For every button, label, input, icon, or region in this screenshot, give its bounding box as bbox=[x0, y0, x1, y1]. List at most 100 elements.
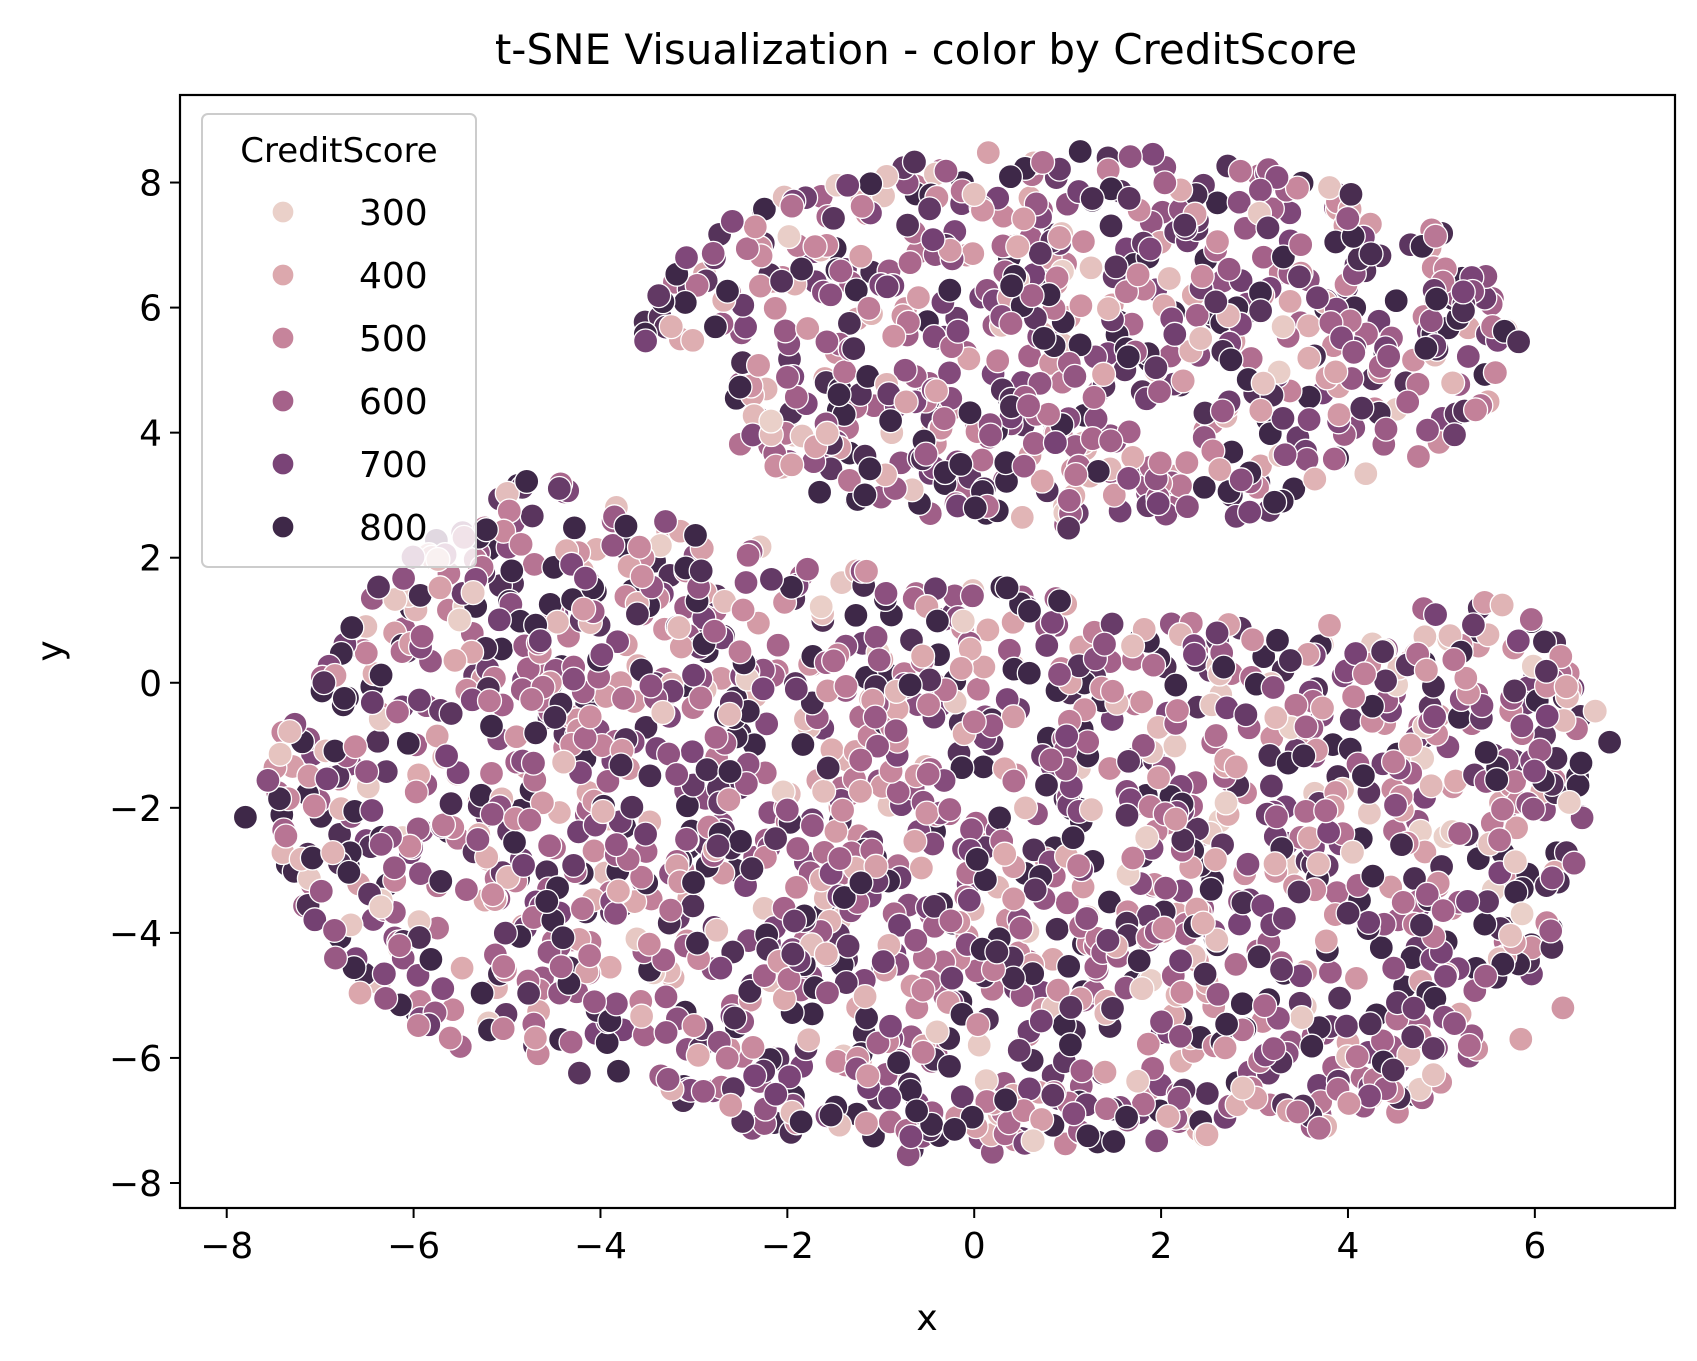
data-point bbox=[984, 939, 1010, 965]
data-point bbox=[469, 980, 495, 1006]
data-point bbox=[1418, 773, 1444, 799]
data-point bbox=[1078, 796, 1105, 823]
data-point bbox=[651, 947, 677, 973]
data-point bbox=[780, 941, 806, 967]
data-point bbox=[1277, 288, 1303, 314]
data-point bbox=[866, 647, 892, 673]
data-point bbox=[1397, 732, 1424, 758]
data-point bbox=[1441, 646, 1467, 673]
data-point bbox=[608, 752, 634, 778]
data-point bbox=[799, 812, 826, 839]
data-point bbox=[790, 731, 816, 758]
data-point bbox=[762, 295, 788, 321]
data-point bbox=[1148, 1009, 1175, 1035]
data-point bbox=[857, 456, 883, 482]
data-point bbox=[353, 640, 379, 666]
data-point bbox=[813, 941, 840, 967]
data-point bbox=[1016, 1076, 1043, 1102]
data-point bbox=[949, 755, 975, 781]
data-point bbox=[747, 273, 774, 299]
data-point bbox=[1188, 325, 1214, 352]
data-point bbox=[321, 917, 348, 943]
data-point bbox=[920, 226, 946, 253]
data-point bbox=[610, 685, 637, 712]
data-point bbox=[853, 1110, 880, 1136]
data-point bbox=[544, 609, 571, 635]
data-point bbox=[1202, 846, 1229, 873]
data-point bbox=[409, 623, 435, 649]
data-point bbox=[1000, 704, 1027, 730]
data-point bbox=[739, 855, 765, 882]
data-point bbox=[772, 318, 798, 344]
data-point bbox=[1012, 795, 1039, 821]
data-point bbox=[1016, 598, 1043, 624]
data-point bbox=[1350, 763, 1377, 789]
data-point bbox=[277, 718, 303, 745]
data-point bbox=[480, 881, 506, 908]
y-axis-label: y bbox=[30, 640, 71, 661]
data-point bbox=[1029, 149, 1056, 175]
data-point bbox=[453, 876, 480, 903]
data-point bbox=[1060, 825, 1086, 851]
data-point bbox=[818, 282, 844, 308]
data-point bbox=[372, 985, 399, 1012]
data-point bbox=[465, 826, 491, 853]
data-point bbox=[664, 761, 690, 788]
data-point bbox=[913, 441, 939, 467]
legend: CreditScore 300 400 500 600 700 800 bbox=[201, 113, 477, 568]
data-point bbox=[1124, 1068, 1151, 1094]
data-point bbox=[1472, 911, 1498, 937]
data-point bbox=[965, 676, 991, 702]
data-point bbox=[1338, 706, 1364, 733]
data-point bbox=[832, 359, 858, 385]
data-point bbox=[1230, 1075, 1256, 1101]
legend-label: 600 bbox=[359, 382, 428, 423]
data-point bbox=[969, 447, 995, 473]
data-point bbox=[758, 408, 784, 434]
data-point bbox=[368, 662, 394, 688]
data-point bbox=[701, 618, 728, 644]
data-point bbox=[442, 647, 468, 674]
data-point bbox=[794, 556, 821, 582]
data-point bbox=[1099, 678, 1126, 704]
data-point bbox=[381, 855, 408, 881]
data-point bbox=[1248, 397, 1274, 424]
data-point bbox=[365, 574, 392, 600]
data-point bbox=[897, 672, 923, 698]
data-point bbox=[821, 648, 847, 674]
data-point bbox=[460, 579, 486, 606]
data-point bbox=[1151, 915, 1177, 941]
data-point bbox=[1172, 212, 1198, 238]
data-point bbox=[1538, 918, 1564, 944]
data-point bbox=[560, 852, 587, 878]
data-point bbox=[1203, 289, 1229, 315]
data-point bbox=[916, 196, 943, 222]
data-point bbox=[848, 870, 874, 896]
data-point bbox=[902, 828, 928, 854]
data-point bbox=[1305, 851, 1332, 877]
data-point bbox=[501, 829, 528, 855]
data-point bbox=[829, 797, 856, 823]
data-point bbox=[1441, 422, 1468, 448]
data-point bbox=[1162, 321, 1188, 347]
data-point bbox=[1441, 1010, 1468, 1037]
data-point bbox=[478, 713, 505, 739]
data-point bbox=[523, 720, 549, 746]
data-point bbox=[1091, 631, 1118, 657]
data-point bbox=[629, 563, 655, 590]
data-point bbox=[658, 313, 684, 340]
data-point bbox=[1120, 444, 1146, 471]
data-point bbox=[546, 475, 572, 502]
data-point bbox=[650, 699, 676, 726]
data-point bbox=[1261, 489, 1288, 515]
data-point bbox=[1034, 632, 1060, 659]
data-point bbox=[826, 381, 852, 408]
data-point bbox=[603, 991, 630, 1017]
legend-marker bbox=[271, 263, 295, 287]
data-point bbox=[519, 686, 545, 713]
data-point bbox=[1422, 601, 1449, 628]
data-point bbox=[1313, 928, 1339, 954]
data-point bbox=[605, 878, 632, 904]
data-point bbox=[848, 747, 874, 773]
data-point bbox=[998, 310, 1024, 337]
